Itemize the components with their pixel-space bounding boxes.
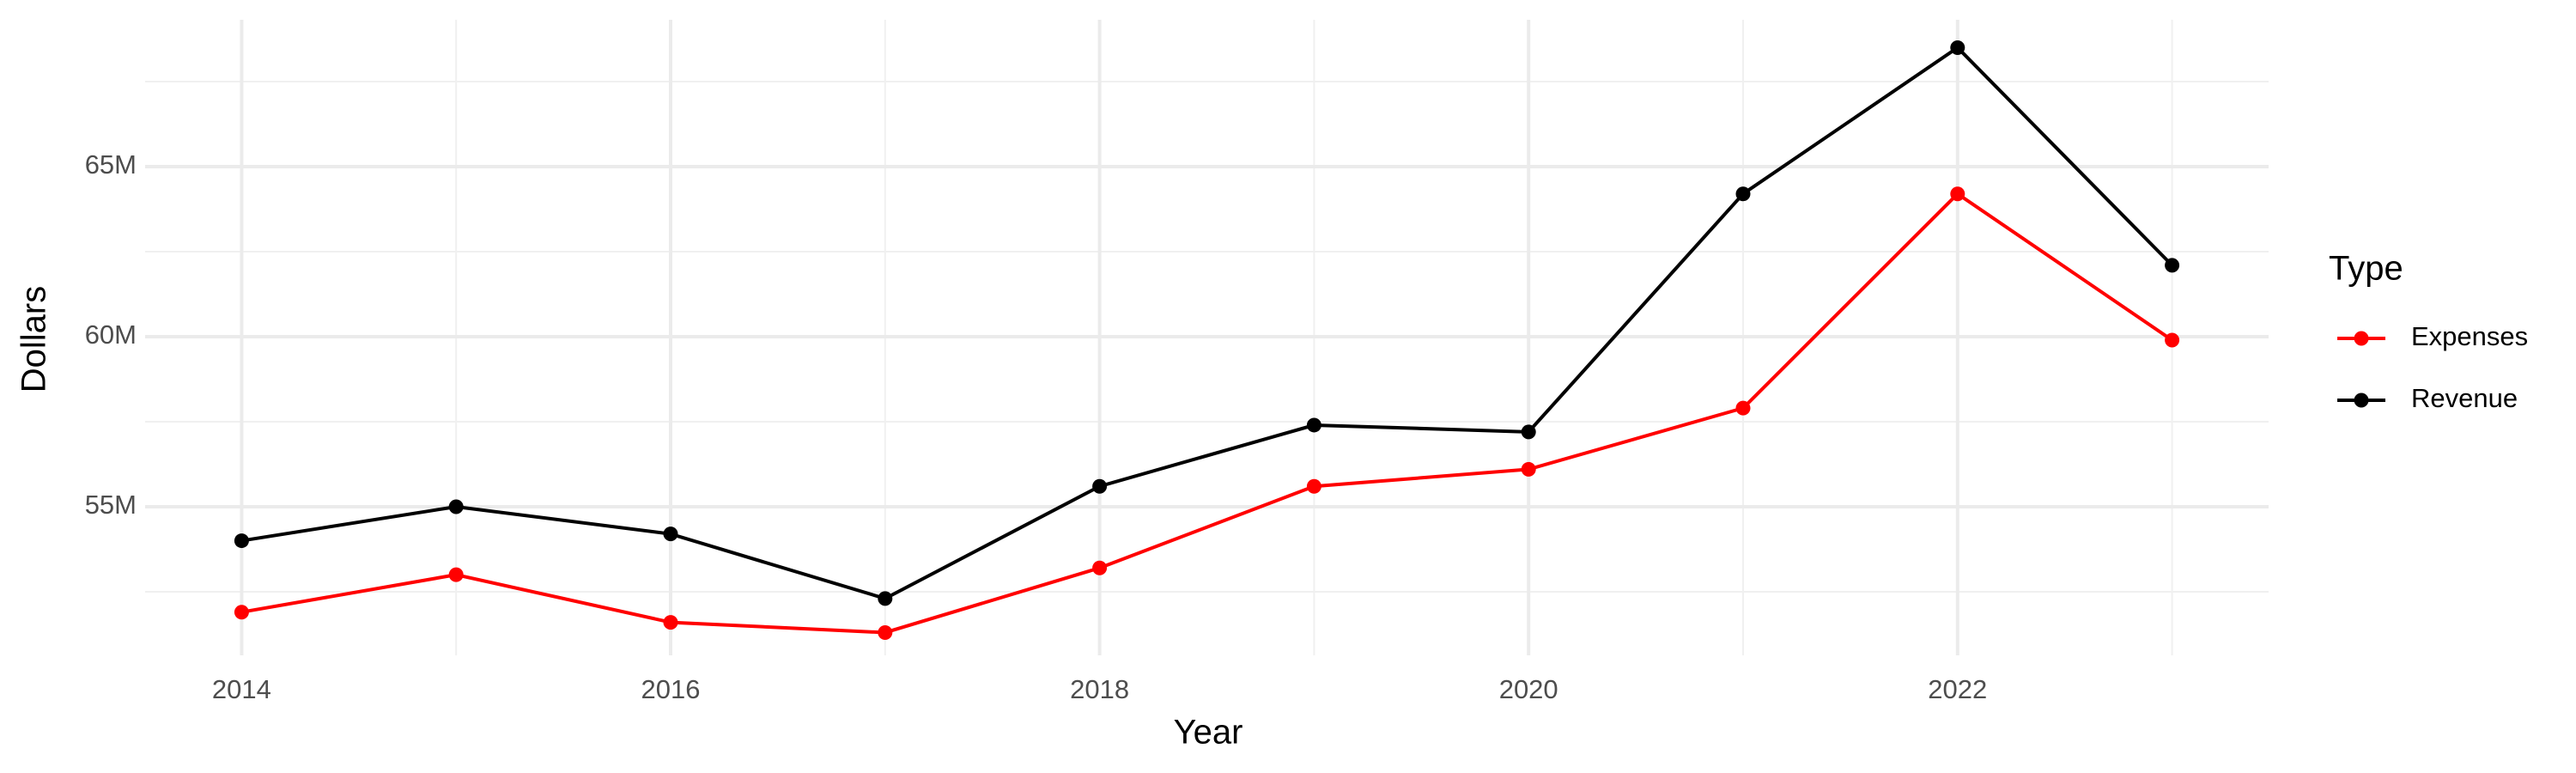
legend-point <box>2354 393 2369 408</box>
series-line <box>241 192 2173 635</box>
x-tick-label: 2022 <box>1928 674 1987 704</box>
x-axis-title: Year <box>1174 714 1243 752</box>
data-point <box>234 605 249 620</box>
data-point <box>1950 40 1965 55</box>
data-point <box>1306 478 1321 494</box>
data-point <box>663 526 678 542</box>
x-tick-label: 2016 <box>641 674 701 704</box>
y-tick-label: 55M <box>85 490 137 520</box>
data-point <box>878 624 893 640</box>
data-point <box>448 567 464 582</box>
legend-title: Type <box>2329 250 2403 288</box>
data-point <box>1092 560 1108 575</box>
x-tick-label: 2014 <box>212 674 271 704</box>
data-point <box>234 533 249 549</box>
data-point <box>1521 461 1536 477</box>
series-line <box>241 45 2174 601</box>
y-axis-title: Dollars <box>15 286 53 393</box>
data-point <box>2165 258 2180 273</box>
data-point <box>1092 478 1108 494</box>
data-point <box>1306 417 1321 433</box>
legend-label: Revenue <box>2411 383 2518 413</box>
data-point <box>878 591 893 606</box>
data-point <box>2165 332 2180 348</box>
legend-point <box>2354 331 2369 346</box>
y-tick-label: 65M <box>85 149 137 180</box>
y-tick-label: 60M <box>85 320 137 350</box>
x-tick-label: 2018 <box>1070 674 1129 704</box>
data-point <box>1950 186 1965 202</box>
data-point <box>1521 424 1536 440</box>
data-point <box>448 499 464 514</box>
legend-label: Expenses <box>2411 321 2528 351</box>
data-point <box>663 615 678 630</box>
data-point <box>1735 186 1751 202</box>
x-tick-label: 2020 <box>1499 674 1558 704</box>
data-point <box>1735 400 1751 416</box>
